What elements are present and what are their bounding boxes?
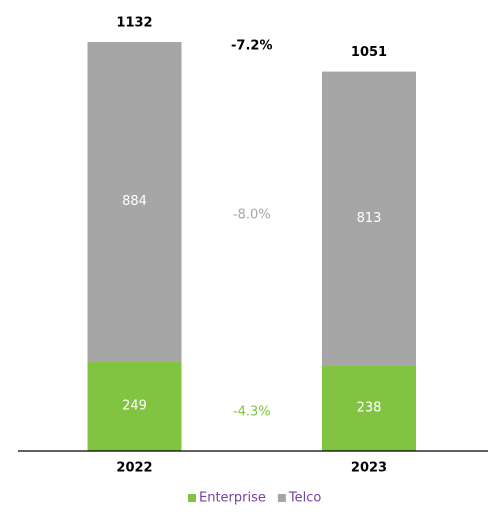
bar-segment [322,365,416,451]
total-change-label: -7.2% [231,39,272,54]
x-tick-label: 2023 [351,461,387,476]
change-label: -4.3% [233,405,271,420]
segment-label: 249 [122,399,147,414]
segment-label: 813 [357,211,382,226]
change-label: -8.0% [233,207,271,222]
x-tick-label: 2022 [116,461,152,476]
bar-segment [87,361,182,451]
legend-label: Telco [288,491,321,506]
total-label: 1051 [351,45,387,60]
segment-label: 884 [122,194,147,209]
bar-segment [87,42,182,362]
legend-swatch [188,494,196,502]
segment-label: 238 [357,401,382,416]
legend-swatch [277,494,286,502]
total-label: 1132 [116,16,152,31]
legend-label: Enterprise [199,491,266,506]
bar-segment [322,71,416,366]
